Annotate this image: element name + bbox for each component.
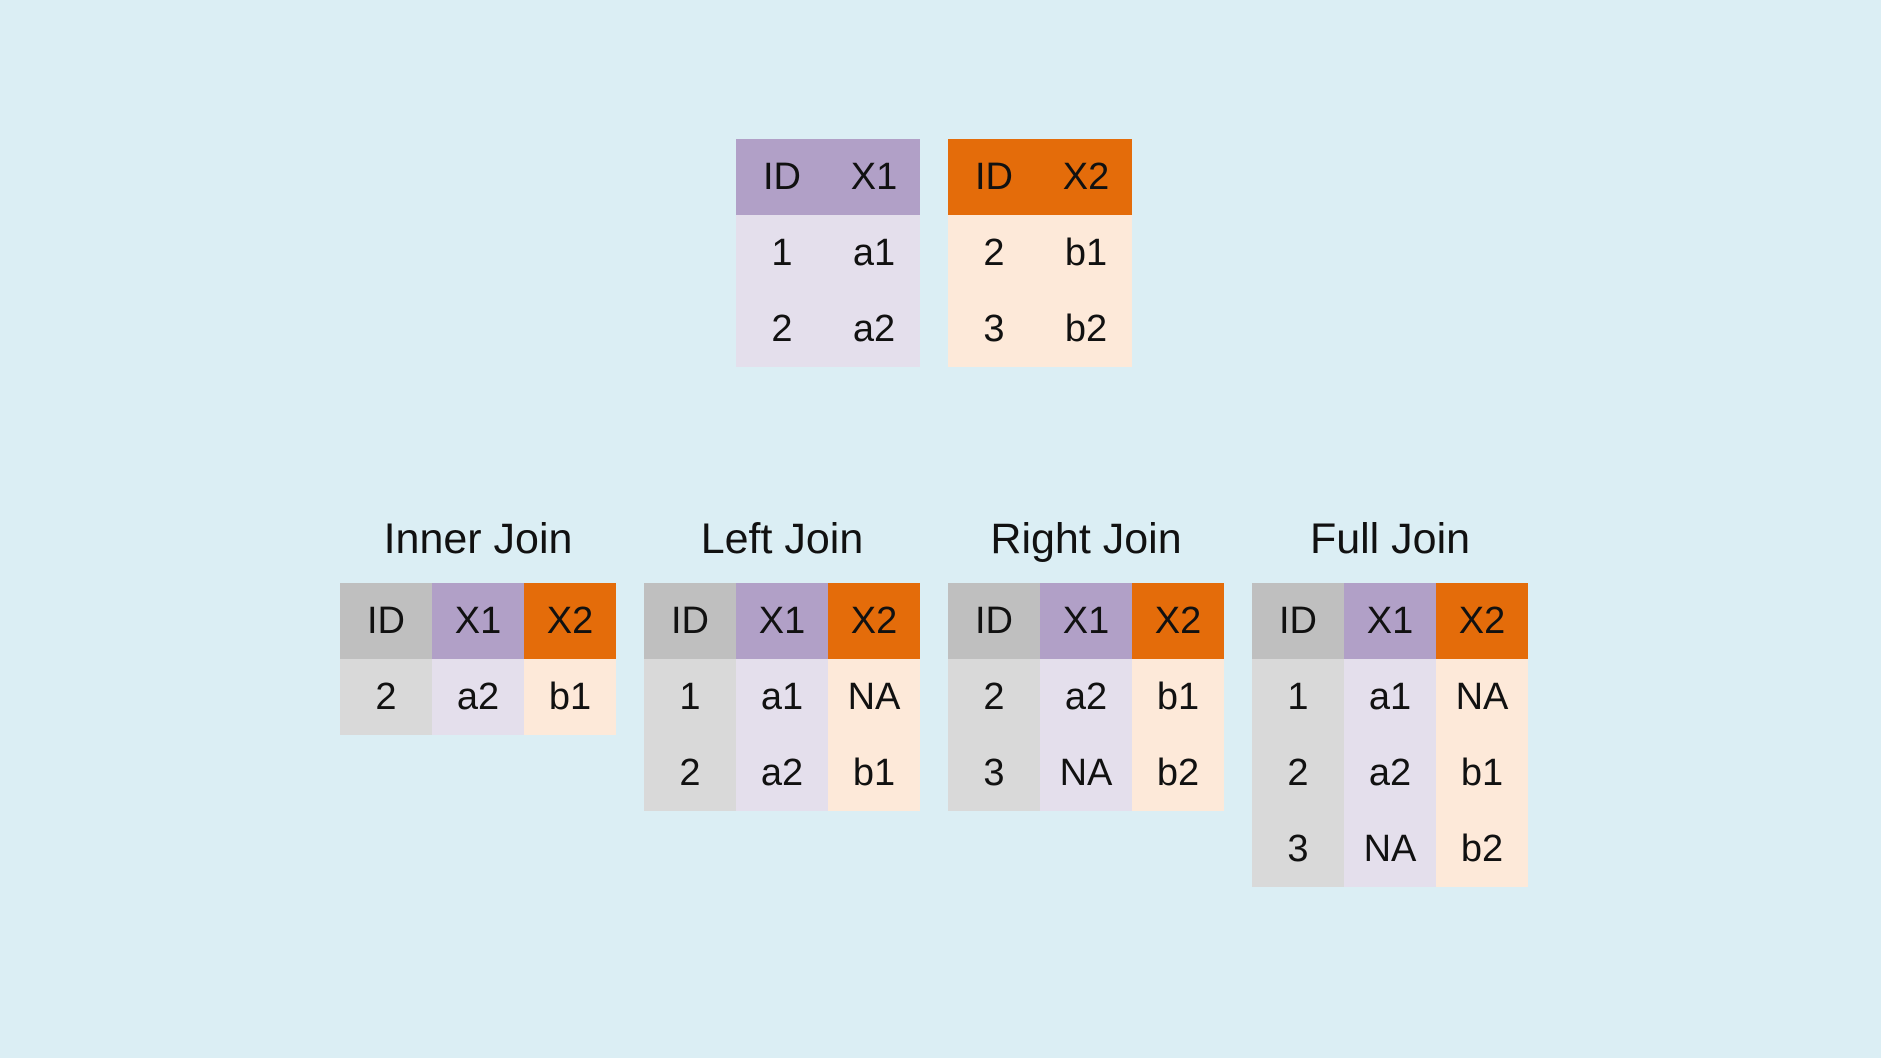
right-join-table: ID X1 X2 2 a2 b1 3 NA b2 xyxy=(948,583,1224,811)
cell-x2: NA xyxy=(1436,659,1528,735)
table-row: 3 NA b2 xyxy=(1252,811,1528,887)
cell-x1: a1 xyxy=(828,215,920,291)
column-header-x1: X1 xyxy=(736,583,828,659)
table-row: 2 a2 b1 xyxy=(948,659,1224,735)
cell-x2: b1 xyxy=(1132,659,1224,735)
column-header-x2: X2 xyxy=(524,583,616,659)
column-header-id: ID xyxy=(340,583,432,659)
cell-x2: b1 xyxy=(1040,215,1132,291)
table-row: 3 b2 xyxy=(948,291,1132,367)
column-header-id: ID xyxy=(736,139,828,215)
column-header-x2: X2 xyxy=(1436,583,1528,659)
table-header-row: ID X1 X2 xyxy=(948,583,1224,659)
column-header-x2: X2 xyxy=(1040,139,1132,215)
table-header-row: ID X2 xyxy=(948,139,1132,215)
table-row: 1 a1 NA xyxy=(644,659,920,735)
cell-id: 1 xyxy=(1252,659,1344,735)
cell-x1: a2 xyxy=(1040,659,1132,735)
column-header-id: ID xyxy=(948,583,1040,659)
full-join-table: ID X1 X2 1 a1 NA 2 a2 b1 3 NA b2 xyxy=(1252,583,1528,887)
table-header-row: ID X1 X2 xyxy=(1252,583,1528,659)
table-row: 2 b1 xyxy=(948,215,1132,291)
cell-x1: a2 xyxy=(1344,735,1436,811)
table-header-row: ID X1 X2 xyxy=(644,583,920,659)
column-header-x1: X1 xyxy=(828,139,920,215)
table-header-row: ID X1 X2 xyxy=(340,583,616,659)
source-table-a: ID X1 1 a1 2 a2 xyxy=(736,139,920,367)
cell-x1: NA xyxy=(1040,735,1132,811)
column-header-x2: X2 xyxy=(828,583,920,659)
cell-id: 2 xyxy=(644,735,736,811)
cell-id: 2 xyxy=(948,215,1040,291)
cell-id: 3 xyxy=(948,735,1040,811)
cell-x2: b1 xyxy=(524,659,616,735)
table-row: 1 a1 xyxy=(736,215,920,291)
column-header-x2: X2 xyxy=(1132,583,1224,659)
column-header-id: ID xyxy=(644,583,736,659)
cell-x1: a1 xyxy=(1344,659,1436,735)
cell-x1: a2 xyxy=(828,291,920,367)
cell-id: 1 xyxy=(736,215,828,291)
cell-x2: b1 xyxy=(828,735,920,811)
table-header-row: ID X1 xyxy=(736,139,920,215)
full-join-title: Full Join xyxy=(1309,515,1471,563)
column-header-id: ID xyxy=(948,139,1040,215)
cell-id: 3 xyxy=(948,291,1040,367)
cell-x2: b2 xyxy=(1040,291,1132,367)
cell-x2: b2 xyxy=(1132,735,1224,811)
table-row: 2 a2 b1 xyxy=(340,659,616,735)
cell-x1: a2 xyxy=(736,735,828,811)
cell-id: 2 xyxy=(736,291,828,367)
table-row: 3 NA b2 xyxy=(948,735,1224,811)
cell-x1: a1 xyxy=(736,659,828,735)
cell-x2: NA xyxy=(828,659,920,735)
cell-x1: a2 xyxy=(432,659,524,735)
cell-id: 1 xyxy=(644,659,736,735)
right-join-title: Right Join xyxy=(990,515,1182,563)
table-row: 2 a2 xyxy=(736,291,920,367)
cell-id: 3 xyxy=(1252,811,1344,887)
cell-x2: b1 xyxy=(1436,735,1528,811)
column-header-x1: X1 xyxy=(432,583,524,659)
table-row: 2 a2 b1 xyxy=(644,735,920,811)
cell-x2: b2 xyxy=(1436,811,1528,887)
column-header-id: ID xyxy=(1252,583,1344,659)
cell-id: 2 xyxy=(1252,735,1344,811)
source-table-b: ID X2 2 b1 3 b2 xyxy=(948,139,1132,367)
left-join-title: Left Join xyxy=(700,515,864,563)
cell-id: 2 xyxy=(340,659,432,735)
cell-id: 2 xyxy=(948,659,1040,735)
column-header-x1: X1 xyxy=(1344,583,1436,659)
cell-x1: NA xyxy=(1344,811,1436,887)
table-row: 1 a1 NA xyxy=(1252,659,1528,735)
inner-join-table: ID X1 X2 2 a2 b1 xyxy=(340,583,616,735)
column-header-x1: X1 xyxy=(1040,583,1132,659)
inner-join-title: Inner Join xyxy=(383,515,573,563)
table-row: 2 a2 b1 xyxy=(1252,735,1528,811)
left-join-table: ID X1 X2 1 a1 NA 2 a2 b1 xyxy=(644,583,920,811)
